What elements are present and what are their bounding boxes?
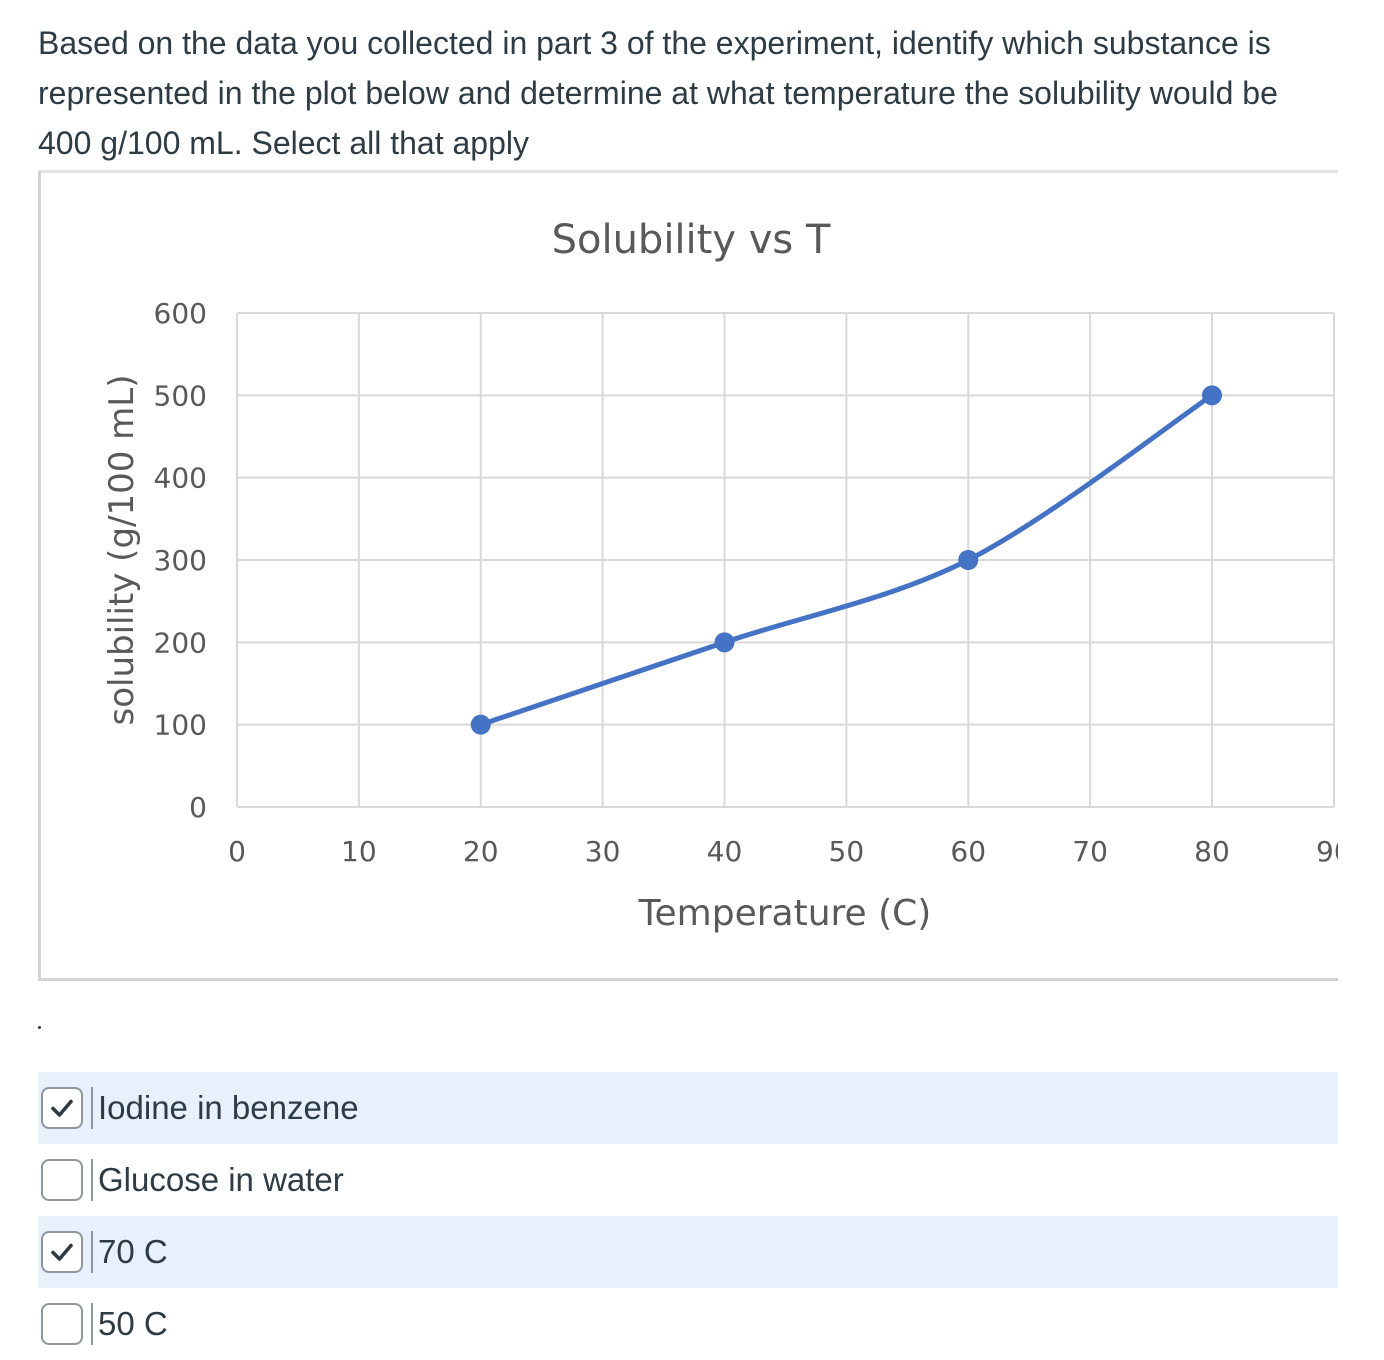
x-tick-label: 60 (950, 835, 986, 868)
y-axis-label: solubility (g/100 mL) (102, 374, 142, 725)
option-divider (91, 1303, 93, 1345)
x-tick-label: 10 (341, 835, 377, 868)
data-point (714, 632, 735, 653)
x-axis-label: Temperature (C) (638, 893, 932, 934)
x-tick-label: 50 (829, 835, 865, 868)
x-tick-label: 80 (1194, 835, 1230, 868)
answer-option[interactable]: 70 C (38, 1216, 1338, 1288)
answer-label: Iodine in benzene (98, 1089, 359, 1126)
y-tick-label: 200 (154, 626, 207, 659)
series-line (478, 392, 1215, 728)
x-tick-label: 30 (585, 835, 621, 868)
option-divider (91, 1231, 93, 1273)
answer-label: 50 C (98, 1305, 168, 1342)
answer-label: Glucose in water (98, 1161, 344, 1198)
chart-title: Solubility vs T (552, 217, 831, 263)
x-tick-label: 90 (1316, 835, 1338, 868)
x-tick-label: 70 (1072, 835, 1108, 868)
check-icon (51, 1099, 73, 1117)
checkbox[interactable] (41, 1303, 83, 1345)
solubility-chart: Solubility vs T 0 100 200 300 400 500 600 0 10 20 3… (102, 217, 1338, 934)
y-tick-label: 400 (154, 462, 207, 495)
x-tick-label: 20 (463, 835, 499, 868)
y-tick-label: 100 (154, 709, 207, 742)
data-point (958, 550, 979, 570)
y-tick-label: 600 (154, 297, 207, 330)
chart-container: Solubility vs T 0 100 200 300 400 500 600 0 10 20 3… (38, 170, 1338, 981)
checkbox[interactable] (41, 1159, 83, 1201)
answer-label: 70 C (98, 1233, 168, 1270)
answer-option[interactable]: 50 C (38, 1288, 1338, 1360)
y-tick-label: 500 (154, 379, 207, 412)
answer-list: Iodine in benzene Glucose in water 70 C … (38, 1072, 1338, 1360)
check-icon (51, 1243, 73, 1261)
option-divider (91, 1087, 93, 1129)
data-point (470, 714, 491, 735)
stray-dot (38, 1026, 41, 1029)
y-tick-label: 0 (189, 791, 207, 824)
x-tick-label: 40 (707, 835, 743, 868)
option-divider (91, 1159, 93, 1201)
checkbox-checked[interactable] (41, 1231, 83, 1273)
answer-option[interactable]: Glucose in water (38, 1144, 1338, 1216)
data-point (1202, 385, 1222, 406)
question-text: Based on the data you collected in part … (38, 25, 1278, 161)
x-tick-label: 0 (228, 835, 246, 868)
checkbox-checked[interactable] (41, 1087, 83, 1129)
answer-option[interactable]: Iodine in benzene (38, 1072, 1338, 1144)
y-tick-label: 300 (154, 544, 207, 577)
